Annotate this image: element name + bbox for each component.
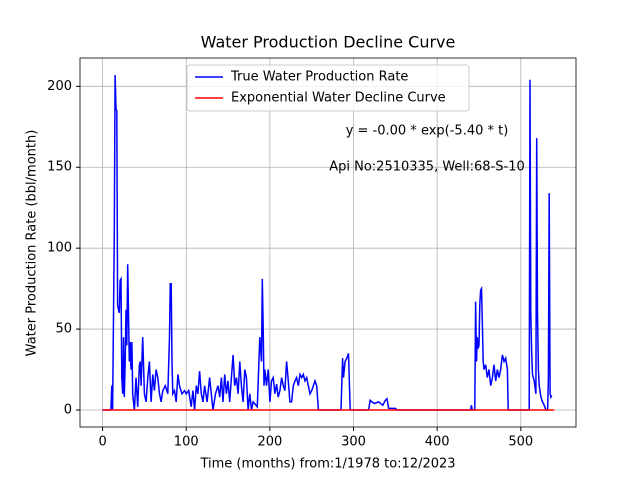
x-tick-label: 300 bbox=[341, 435, 366, 450]
x-tick-label: 400 bbox=[425, 435, 450, 450]
plot-frame bbox=[79, 57, 577, 428]
x-tick-label: 100 bbox=[174, 435, 199, 450]
annotation: y = -0.00 * exp(-5.40 * t) bbox=[346, 124, 509, 139]
x-tick-label: 0 bbox=[98, 435, 106, 450]
x-tick-label: 500 bbox=[508, 435, 533, 450]
y-tick-label: 100 bbox=[47, 241, 72, 256]
legend-label: True Water Production Rate bbox=[230, 70, 408, 85]
y-tick-label: 0 bbox=[64, 403, 72, 418]
legend-box bbox=[186, 64, 470, 112]
chart-title: Water Production Decline Curve bbox=[201, 33, 456, 52]
y-tick-label: 200 bbox=[47, 79, 72, 94]
x-axis-label: Time (months) from:1/1978 to:12/2023 bbox=[199, 457, 455, 472]
y-tick-label: 150 bbox=[47, 160, 72, 175]
y-axis-label: Water Production Rate (bbl/month) bbox=[25, 130, 40, 357]
y-tick-label: 50 bbox=[55, 322, 72, 337]
legend-label: Exponential Water Decline Curve bbox=[231, 91, 446, 106]
data-line bbox=[102, 74, 553, 411]
x-tick-label: 200 bbox=[257, 435, 282, 450]
annotation: Api No:2510335, Well:68-S-10 bbox=[329, 160, 525, 175]
